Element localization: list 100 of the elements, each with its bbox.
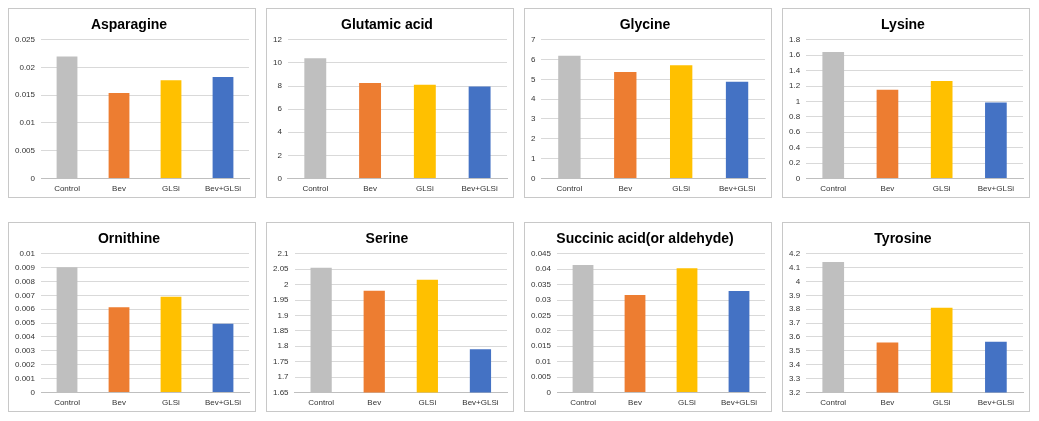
x-tick-label: GLSi [418, 398, 437, 408]
y-tick-label: 3.8 [789, 304, 801, 314]
x-tick-label: GLSi [162, 184, 181, 194]
y-tick-label: 0.01 [19, 249, 36, 258]
chart-title: Glutamic acid [341, 16, 433, 33]
chart-title: Serine [365, 230, 409, 247]
x-tick-label: Bev [618, 184, 633, 194]
y-tick-label: 0.015 [530, 341, 552, 351]
y-tick-label: 1 [795, 96, 801, 106]
y-tick-label: 0 [546, 387, 552, 397]
x-tick-label: Control [54, 184, 81, 194]
bar [930, 81, 953, 178]
y-tick-label: 1.4 [789, 65, 801, 75]
y-tick-label: 0.001 [14, 373, 36, 383]
y-tick-label: 1.7 [277, 372, 290, 382]
y-tick-label: 8 [277, 81, 283, 91]
y-tick-label: 4 [277, 127, 283, 137]
chart-title: Ornithine [97, 230, 161, 247]
x-tick-label: Bev [112, 398, 126, 408]
x-tick-label: Bev+GLSi [718, 184, 756, 194]
y-tick-label: 1.9 [277, 310, 290, 320]
y-tick-label: 0.005 [14, 318, 36, 328]
x-tick-label: Bev+GLSi [720, 398, 758, 408]
y-tick-label: 3.7 [789, 318, 801, 328]
y-tick-label: 1.65 [272, 387, 290, 397]
y-tick-label: 3.4 [789, 359, 801, 369]
y-tick-label: 0.045 [530, 249, 552, 258]
x-tick-label: GLSi [678, 398, 697, 408]
x-tick-label: GLSi [415, 184, 434, 194]
y-tick-label: 0.003 [14, 346, 36, 356]
y-tick-label: 6 [531, 54, 536, 64]
bar [160, 296, 182, 392]
x-tick-label: GLSi [672, 184, 691, 194]
x-tick-label: Control [54, 398, 81, 408]
y-tick-label: 3.3 [789, 373, 801, 383]
y-tick-label: 0.6 [789, 127, 801, 137]
y-tick-label: 0.02 [535, 326, 552, 335]
x-tick-label: Bev [367, 398, 382, 408]
x-tick-label: Bev+GLSi [461, 184, 498, 194]
bar [614, 72, 637, 178]
y-tick-label: 0.025 [14, 35, 36, 44]
y-tick-label: 0.4 [789, 142, 801, 152]
x-tick-label: Bev+GLSi [977, 398, 1015, 408]
x-tick-label: Bev [112, 184, 126, 194]
y-tick-label: 0.005 [530, 372, 552, 382]
y-tick-label: 1.8 [789, 35, 801, 44]
x-tick-label: Bev+GLSi [204, 398, 242, 408]
x-tick-label: Bev [628, 398, 642, 408]
y-tick-label: 0.025 [530, 310, 552, 320]
y-tick-label: 1.95 [272, 295, 290, 305]
x-tick-label: Bev+GLSi [462, 398, 499, 408]
y-tick-label: 0.2 [789, 158, 801, 168]
x-tick-label: Control [820, 398, 847, 408]
y-tick-label: 5 [531, 74, 536, 84]
y-tick-label: 0 [795, 173, 801, 183]
y-tick-label: 3 [531, 114, 536, 124]
y-tick-label: 1.85 [272, 326, 290, 335]
y-tick-label: 0.03 [535, 295, 552, 305]
bar [876, 89, 899, 178]
x-tick-label: Control [820, 184, 847, 194]
bar [669, 65, 693, 178]
y-tick-label: 1.75 [272, 356, 290, 366]
y-tick-label: 0.008 [14, 276, 36, 286]
x-tick-label: Control [556, 184, 583, 194]
bar [413, 84, 436, 178]
x-tick-label: Control [308, 398, 335, 408]
y-tick-label: 0.01 [19, 118, 36, 128]
y-tick-label: 4.1 [789, 262, 801, 272]
y-tick-label: 0 [30, 173, 36, 183]
x-tick-label: Bev+GLSi [204, 184, 242, 194]
bar [359, 83, 382, 178]
x-tick-label: Control [302, 184, 329, 194]
y-tick-label: 0 [531, 173, 536, 183]
bar [212, 76, 234, 178]
y-tick-label: 2 [284, 279, 290, 289]
y-tick-label: 0.007 [14, 290, 36, 300]
y-tick-label: 1.6 [789, 50, 801, 60]
x-tick-label: Control [570, 398, 597, 408]
x-tick-label: GLSi [162, 398, 181, 408]
y-tick-label: 0.04 [535, 264, 552, 274]
x-tick-label: Bev [880, 398, 895, 408]
bar [212, 323, 234, 392]
x-tick-label: GLSi [932, 398, 951, 408]
y-tick-label: 3.2 [789, 387, 801, 397]
y-tick-label: 6 [277, 104, 283, 114]
chart-title: Lysine [881, 16, 926, 33]
y-tick-label: 4 [531, 94, 536, 104]
chart-title: Tyrosine [874, 230, 932, 247]
y-tick-label: 2 [277, 150, 283, 160]
y-tick-label: 0 [277, 173, 283, 183]
y-tick-label: 0.015 [14, 90, 36, 100]
y-tick-label: 3.9 [789, 290, 801, 300]
bar [108, 93, 130, 178]
bar [468, 86, 491, 178]
chart-title: Asparagine [90, 16, 168, 33]
y-tick-label: 7 [531, 35, 536, 44]
x-tick-label: Bev [363, 184, 377, 194]
y-tick-label: 1.8 [277, 341, 290, 351]
y-tick-label: 0 [30, 387, 36, 397]
y-tick-label: 0.002 [14, 359, 36, 369]
